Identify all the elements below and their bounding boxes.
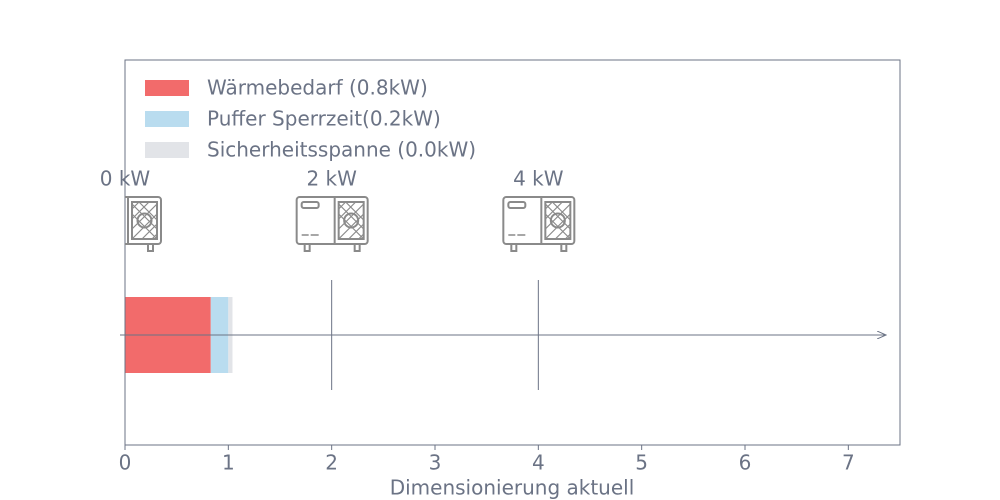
x-tick-label: 7 (842, 451, 855, 475)
x-tick-label: 5 (635, 451, 648, 475)
plot-frame (124, 59, 901, 446)
icon-fan (343, 212, 360, 229)
icon-fan (549, 212, 566, 229)
legend-label: Puffer Sperrzeit(0.2kW) (207, 107, 441, 131)
x-tick-label: 6 (739, 451, 752, 475)
x-tick-label: 4 (532, 451, 545, 475)
legend-swatch (145, 142, 189, 158)
legend-swatch (145, 111, 189, 127)
icon-fan (136, 212, 153, 229)
icon-fan-box (131, 201, 158, 240)
icon-body (295, 196, 369, 245)
x-tick-label: 0 (119, 451, 132, 475)
x-axis-label: Dimensionierung aktuell (390, 476, 635, 500)
icon-hatch (544, 201, 571, 240)
icon-hatch (131, 201, 158, 240)
marker-label: 2 kW (306, 167, 357, 191)
x-tick-label: 3 (429, 451, 442, 475)
icon-feet (147, 244, 154, 252)
x-tick-label: 2 (325, 451, 338, 475)
heat-pump-icon (502, 196, 576, 252)
heat-pump-icon (95, 196, 162, 252)
icon-panel (95, 202, 112, 208)
plot-area (95, 196, 576, 390)
icon-hatch (338, 201, 365, 240)
legend-label: Wärmebedarf (0.8kW) (207, 76, 428, 100)
icon-panel (300, 201, 320, 209)
x-tick-label: 1 (222, 451, 235, 475)
icon-panel (507, 201, 527, 209)
icon-fan-box (337, 201, 365, 240)
icon-fan-box (544, 201, 572, 240)
icon-feet (303, 244, 361, 252)
heat-pump-icon (295, 196, 369, 252)
marker-label: 4 kW (513, 167, 564, 191)
icon-body (125, 196, 162, 245)
legend-swatch (145, 80, 189, 96)
icon-feet (510, 244, 568, 252)
legend-label: Sicherheitsspanne (0.0kW) (207, 138, 476, 162)
marker-label: 0 kW (100, 167, 151, 191)
icon-body (502, 196, 576, 245)
